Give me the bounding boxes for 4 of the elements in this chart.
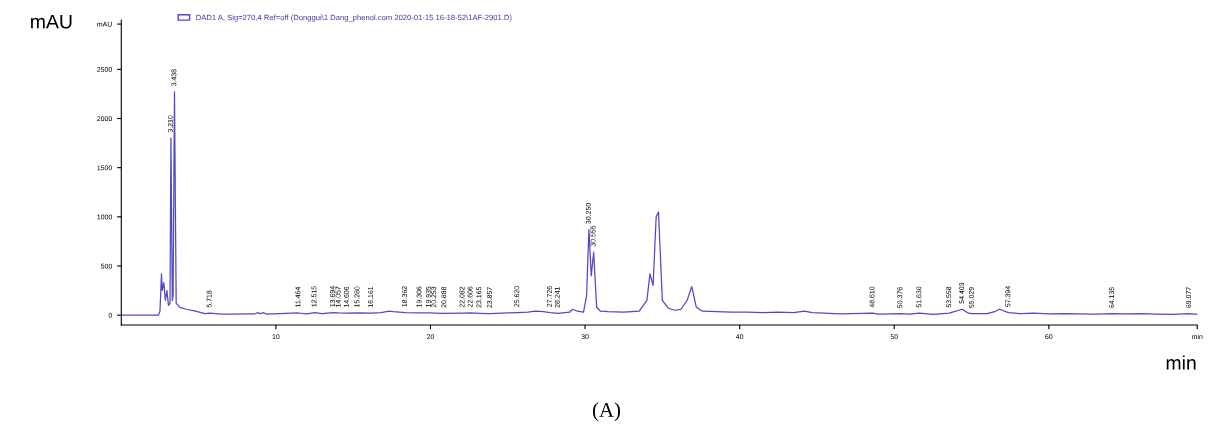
line-series [121, 91, 1198, 316]
x-axis-title: min [1166, 355, 1196, 370]
text: (A) [592, 402, 621, 422]
y-axis-title: mAU [31, 14, 72, 29]
